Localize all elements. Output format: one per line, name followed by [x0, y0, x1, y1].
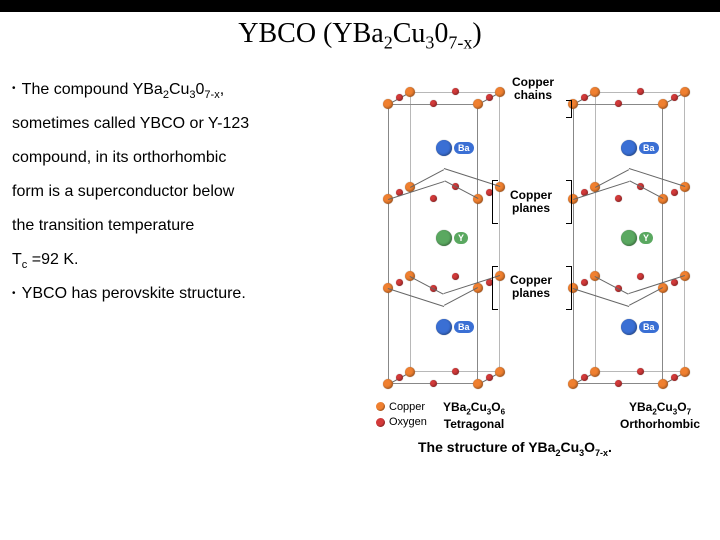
content-row: • The compound YBa2Cu307-x, sometimes ca…: [0, 54, 720, 444]
copper-atom: [590, 87, 600, 97]
y-label: Y: [454, 232, 468, 244]
copper-atom: [383, 379, 393, 389]
label-copper-planes-1: Copperplanes: [496, 189, 566, 215]
copper-atom: [568, 379, 578, 389]
copper-atom: [405, 87, 415, 97]
slide-title: YBCO (YBa2Cu307-x): [0, 18, 720, 54]
para-7: • YBCO has perovskite structure.: [12, 278, 340, 310]
para-1: • The compound YBa2Cu307-x,: [12, 74, 340, 106]
oxygen-atom: [671, 374, 678, 381]
oxygen-dot-icon: [376, 418, 385, 427]
diagram-column: Ba Y Ba Ba Y Ba Copperchains Copperplanes Cop…: [348, 74, 708, 444]
label-copper-chains: Copperchains: [498, 76, 568, 102]
oxygen-atom: [615, 195, 622, 202]
copper-atom: [473, 99, 483, 109]
bullet-icon: •: [12, 83, 16, 94]
legend-copper: Copper: [376, 400, 427, 415]
copper-atom: [590, 367, 600, 377]
oxygen-atom: [452, 88, 459, 95]
yttrium-atom: [436, 230, 452, 246]
oxygen-atom: [671, 189, 678, 196]
para-6: Tc =92 K.: [12, 244, 340, 276]
bracket-planes-2: [492, 266, 498, 310]
copper-atom: [680, 367, 690, 377]
oxygen-atom: [581, 279, 588, 286]
oxygen-atom: [430, 195, 437, 202]
barium-atom: [436, 140, 452, 156]
copper-atom: [473, 379, 483, 389]
copper-atom: [495, 367, 505, 377]
copper-atom: [680, 87, 690, 97]
para-2: sometimes called YBCO or Y-123: [12, 108, 340, 140]
ba-label: Ba: [454, 321, 474, 333]
bullet-icon: •: [12, 288, 16, 299]
oxygen-atom: [615, 380, 622, 387]
title-bar: [0, 0, 720, 12]
ba-label: Ba: [639, 142, 659, 154]
legend-oxygen: Oxygen: [376, 415, 427, 430]
oxygen-atom: [452, 368, 459, 375]
copper-dot-icon: [376, 402, 385, 411]
ba-label: Ba: [639, 321, 659, 333]
ba-label: Ba: [454, 142, 474, 154]
y-label: Y: [639, 232, 653, 244]
bracket-planes-2r: [566, 266, 572, 310]
barium-atom: [621, 140, 637, 156]
label-tetragonal: YBa2Cu3O6 Tetragonal: [443, 400, 505, 431]
oxygen-atom: [430, 100, 437, 107]
oxygen-atom: [396, 374, 403, 381]
yttrium-atom: [621, 230, 637, 246]
legend: Copper Oxygen: [376, 400, 427, 431]
label-copper-planes-2: Copperplanes: [496, 274, 566, 300]
bracket-chains: [566, 100, 572, 118]
para-4: form is a superconductor below: [12, 176, 340, 208]
para-3: compound, in its orthorhombic: [12, 142, 340, 174]
copper-atom: [405, 367, 415, 377]
oxygen-atom: [486, 94, 493, 101]
oxygen-atom: [430, 380, 437, 387]
oxygen-atom: [671, 94, 678, 101]
oxygen-atom: [581, 94, 588, 101]
copper-atom: [658, 99, 668, 109]
title-text: YBCO (YBa: [238, 18, 383, 49]
label-orthorhombic: YBa2Cu3O7 Orthorhombic: [620, 400, 700, 431]
crystal-diagram: Ba Y Ba Ba Y Ba: [348, 74, 708, 444]
diagram-caption: The structure of YBa2Cu3O7-x.: [418, 439, 612, 458]
copper-atom: [383, 99, 393, 109]
oxygen-atom: [615, 100, 622, 107]
oxygen-atom: [637, 88, 644, 95]
copper-atom: [658, 379, 668, 389]
oxygen-atom: [637, 368, 644, 375]
oxygen-atom: [581, 374, 588, 381]
bracket-planes-1: [492, 180, 498, 224]
body-text: • The compound YBa2Cu307-x, sometimes ca…: [12, 74, 340, 444]
oxygen-atom: [637, 273, 644, 280]
para-5: the transition temperature: [12, 210, 340, 242]
bracket-planes-1r: [566, 180, 572, 224]
oxygen-atom: [396, 94, 403, 101]
oxygen-atom: [396, 279, 403, 286]
oxygen-atom: [486, 374, 493, 381]
oxygen-atom: [452, 273, 459, 280]
